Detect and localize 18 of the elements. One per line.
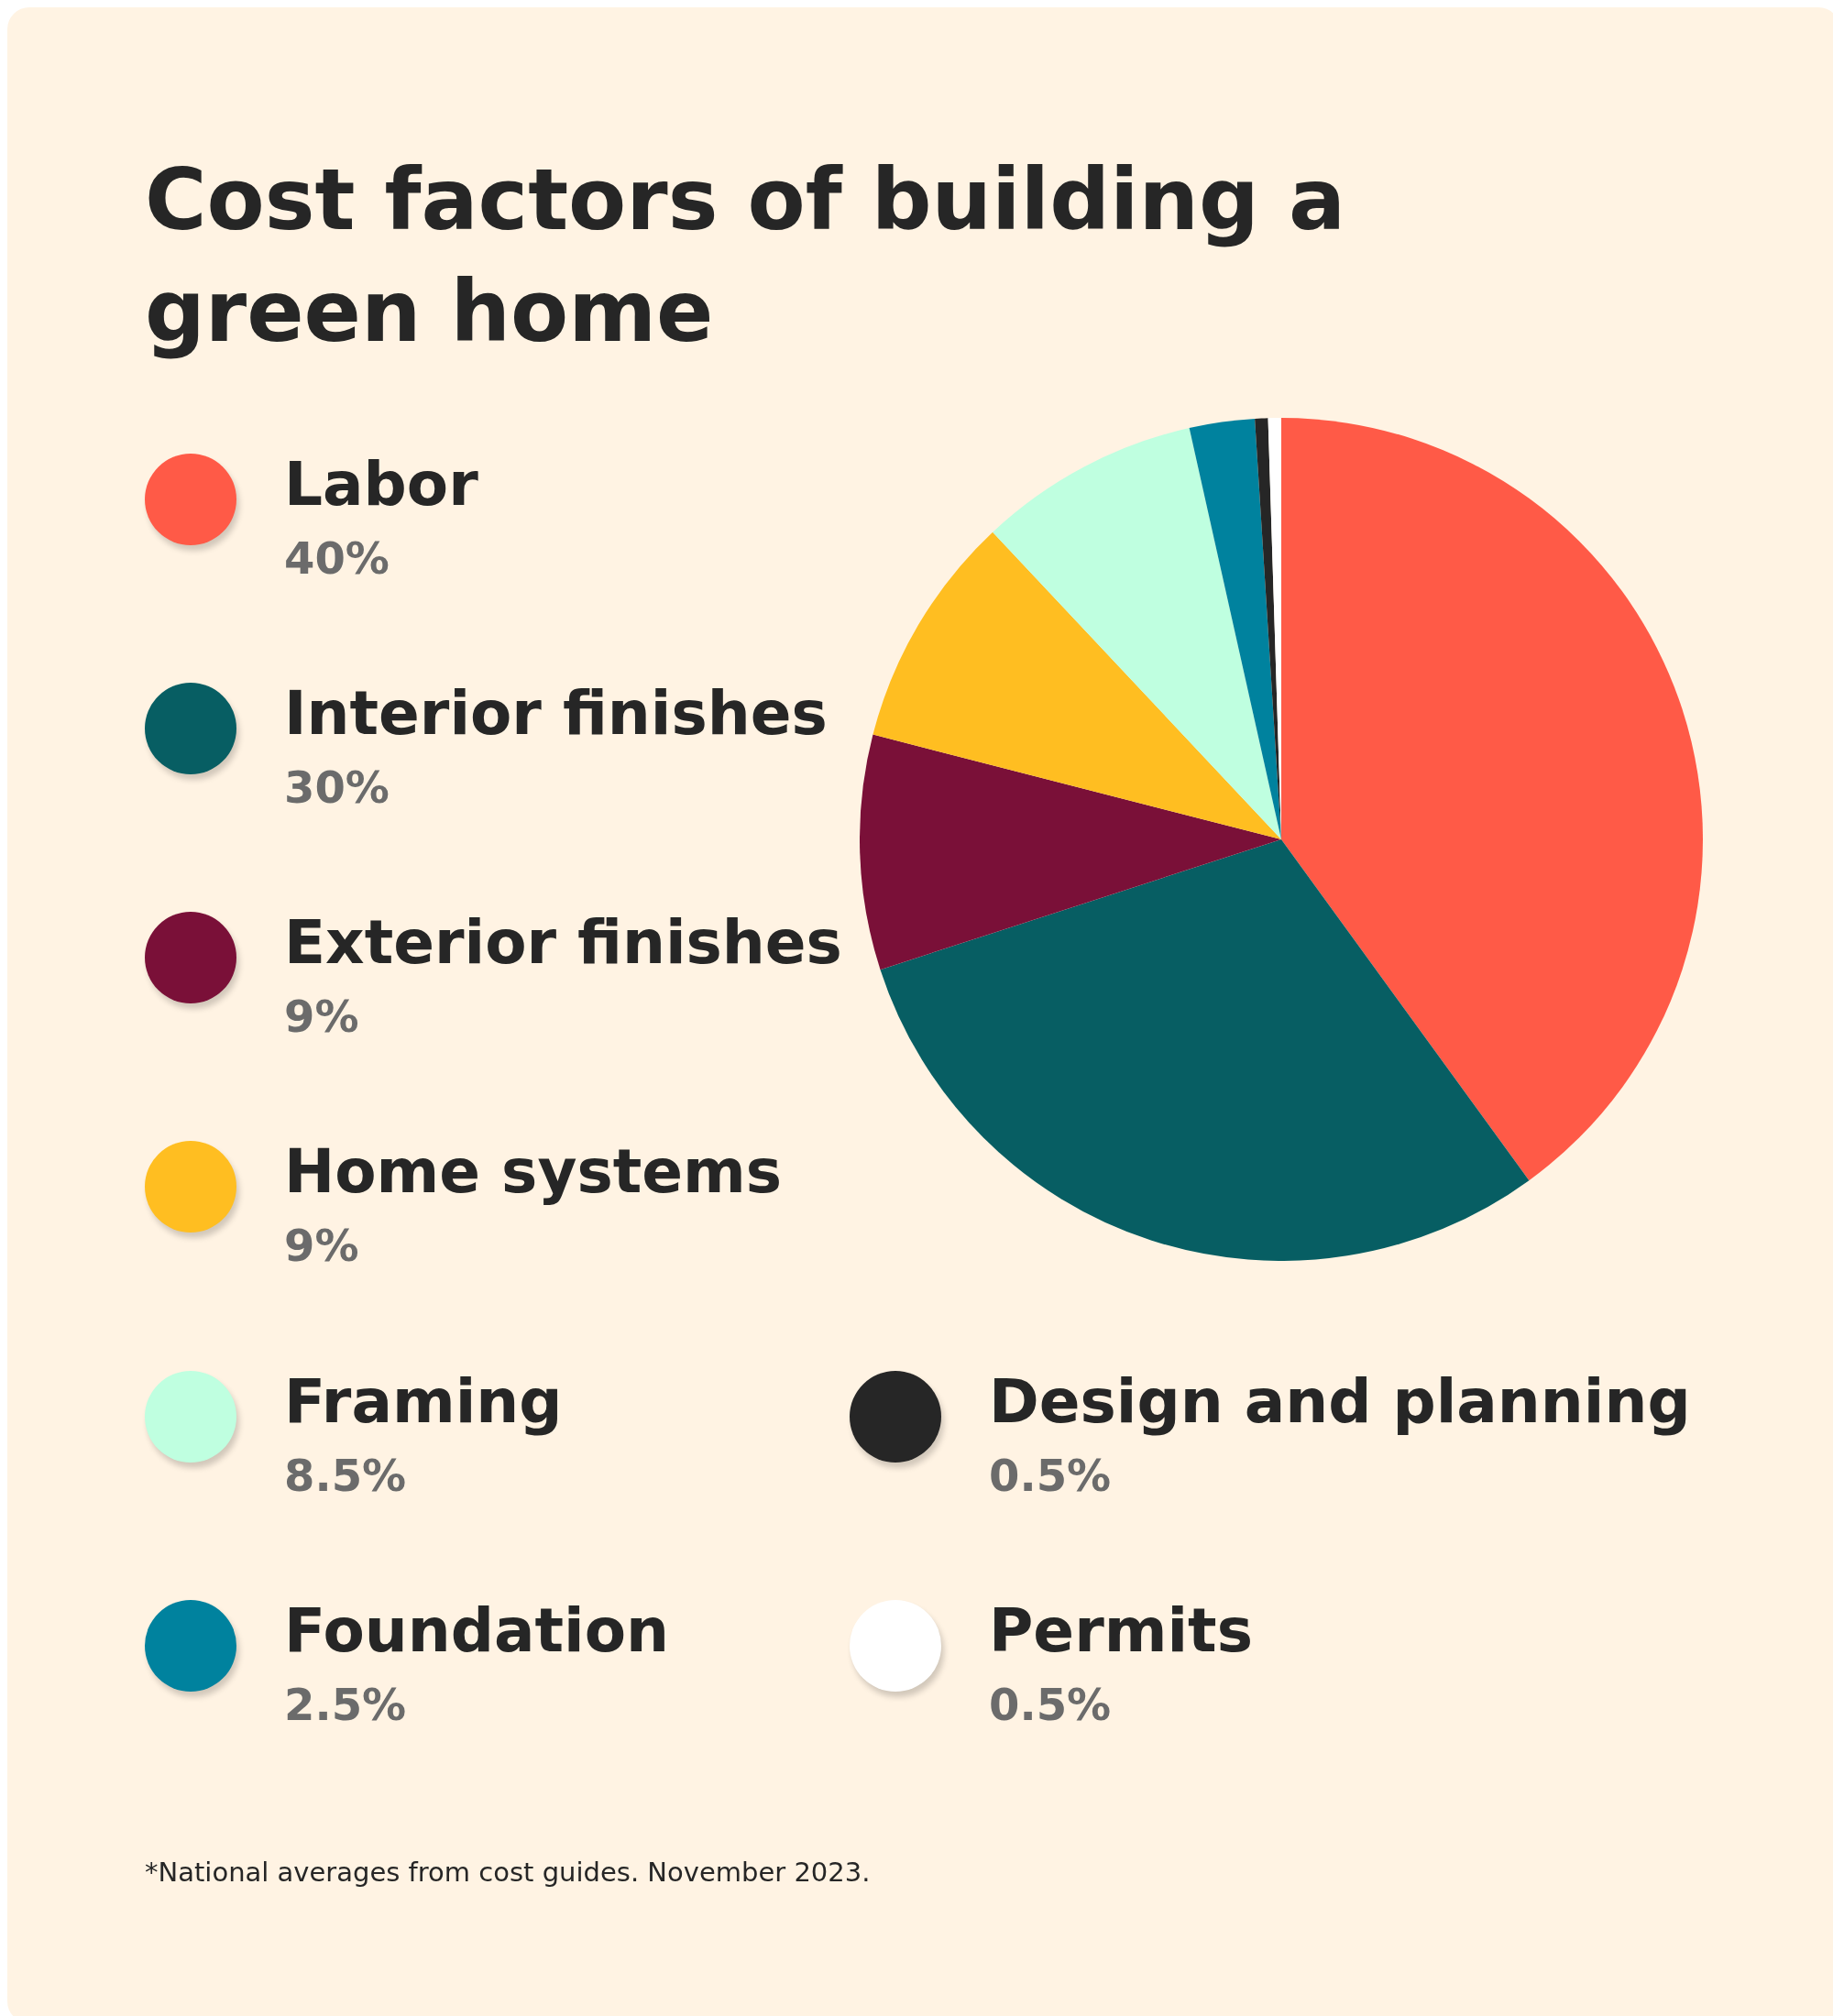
data-label: 2.5%	[284, 1678, 408, 1732]
legend-label: Foundation	[284, 1594, 670, 1668]
data-label: 0.5%	[989, 1449, 1113, 1503]
data-label: 9%	[284, 990, 360, 1044]
legend-label: Framing	[284, 1365, 563, 1439]
chart-title: Cost factors of building a green home	[145, 150, 1346, 363]
legend-label: Permits	[989, 1594, 1253, 1668]
legend-label: Exterior finishes	[284, 906, 842, 980]
legend-label: Design and planning	[989, 1365, 1691, 1439]
legend-label: Interior finishes	[284, 677, 828, 751]
data-label: 9%	[284, 1219, 360, 1273]
text: *National averages from cost guides. November 2023.	[145, 1857, 871, 1888]
data-label: 30%	[284, 761, 390, 815]
data-label: 0.5%	[989, 1678, 1113, 1732]
legend-label: Labor	[284, 448, 478, 521]
legend-label: Home systems	[284, 1135, 783, 1209]
data-label: 40%	[284, 531, 390, 586]
data-label: 8.5%	[284, 1449, 408, 1503]
